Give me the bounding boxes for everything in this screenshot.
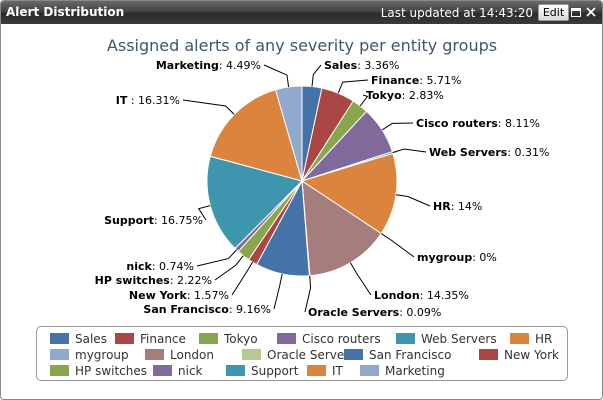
connector-web-servers <box>392 148 427 154</box>
connector-nick <box>196 249 237 267</box>
data-label-it: IT : 16.31% <box>116 94 180 107</box>
legend-swatch <box>50 333 69 344</box>
legend-item-it[interactable]: IT <box>307 364 343 379</box>
legend-item-mygroup[interactable]: mygroup <box>50 348 129 363</box>
data-label-nick: nick: 0.74% <box>126 260 194 273</box>
connector-sales <box>311 64 322 87</box>
legend-swatch <box>153 365 172 376</box>
legend-swatch <box>396 333 415 344</box>
legend-label: Marketing <box>385 364 445 378</box>
legend-swatch <box>145 349 164 360</box>
data-label-san-francisco: San Francisco: 9.16% <box>143 303 271 316</box>
last-updated-text: Last updated at 14:43:20 <box>380 6 533 20</box>
connector-hr <box>395 194 431 207</box>
connector-new-york <box>231 261 254 296</box>
legend-swatch <box>242 349 261 360</box>
legend-item-hr[interactable]: HR <box>510 332 552 347</box>
legend-swatch <box>199 333 218 344</box>
data-label-mygroup: mygroup: 0% <box>417 251 497 264</box>
legend-label: HP switches <box>75 364 148 378</box>
data-label-cisco-routers: Cisco routers: 8.11% <box>416 117 540 130</box>
legend-item-london[interactable]: London <box>145 348 214 363</box>
legend-label: New York <box>504 348 559 362</box>
legend-swatch <box>50 365 69 376</box>
legend-item-sales[interactable]: Sales <box>50 332 107 347</box>
pie-slice-marketing[interactable] <box>274 85 303 182</box>
data-label-support: Support: 16.75% <box>104 214 203 227</box>
connector-it <box>182 99 235 115</box>
widget-titlebar[interactable]: Alert Distribution Last updated at 14:43… <box>1 1 602 24</box>
data-label-tokyo: Tokyo: 2.83% <box>366 89 444 102</box>
pie-slice-london[interactable] <box>301 180 382 277</box>
legend-swatch <box>360 365 379 376</box>
connector-marketing <box>263 64 290 87</box>
widget-title: Alert Distribution <box>6 5 125 19</box>
legend-item-web-servers[interactable]: Web Servers <box>396 332 497 347</box>
connector-support <box>197 205 211 221</box>
data-label-finance: Finance: 5.71% <box>371 74 462 87</box>
pie-slice-it[interactable] <box>209 89 303 182</box>
legend-label: London <box>170 348 214 362</box>
legend-label: Web Servers <box>421 332 497 346</box>
legend-label: Finance <box>140 332 186 346</box>
connector-mygroup <box>380 233 415 258</box>
legend-swatch <box>307 365 326 376</box>
legend-label: HR <box>535 332 553 346</box>
legend-swatch <box>277 333 296 344</box>
legend-item-new-york[interactable]: New York <box>479 348 559 363</box>
pie-chart: Assigned alerts of any severity per enti… <box>95 36 550 319</box>
pie-slice-support[interactable] <box>206 155 303 250</box>
connector-london <box>349 262 372 296</box>
legend-item-cisco-routers[interactable]: Cisco routers <box>277 332 381 347</box>
legend-item-nick[interactable]: nick <box>153 364 203 379</box>
legend-label: nick <box>178 364 203 378</box>
data-label-hr: HR: 14% <box>433 200 482 213</box>
connector-hp-switches <box>214 255 244 281</box>
data-label-marketing: Marketing: 4.49% <box>156 59 261 72</box>
legend-item-support[interactable]: Support <box>226 364 298 379</box>
data-label-sales: Sales: 3.36% <box>324 59 399 72</box>
chart-legend: Sales Finance Tokyo Cisco routers Web Server… <box>36 326 568 381</box>
legend-swatch <box>226 365 245 376</box>
legend-label: IT <box>332 364 343 378</box>
pie-slice-hr[interactable] <box>300 152 398 235</box>
connector-cisco-routers <box>381 122 414 131</box>
legend-swatch <box>510 333 529 344</box>
legend-label: Cisco routers <box>302 332 381 346</box>
legend-item-tokyo[interactable]: Tokyo <box>199 332 258 347</box>
chart-title: Assigned alerts of any severity per enti… <box>107 36 497 55</box>
data-label-oracle-servers: Oracle Servers: 0.09% <box>308 306 441 319</box>
legend-swatch <box>50 349 69 360</box>
legend-swatch <box>115 333 134 344</box>
connector-oracle-servers <box>304 275 312 313</box>
connector-tokyo <box>359 94 369 107</box>
data-label-london: London: 14.35% <box>374 289 469 302</box>
legend-item-oracle-servers[interactable]: Oracle Servers <box>242 348 355 363</box>
legend-item-san-francisco[interactable]: San Francisco <box>344 348 451 363</box>
legend-label: Sales <box>75 332 107 346</box>
legend-label: Support <box>251 364 299 378</box>
legend-item-hp-switches[interactable]: HP switches <box>50 364 147 379</box>
legend-label: Oracle Servers <box>267 348 356 362</box>
legend-label: San Francisco <box>369 348 452 362</box>
data-label-new-york: New York: 1.57% <box>129 289 229 302</box>
maximize-icon[interactable] <box>571 8 581 17</box>
legend-item-finance[interactable]: Finance <box>115 332 186 347</box>
data-label-web-servers: Web Servers: 0.31% <box>429 146 549 159</box>
connector-finance <box>337 79 369 94</box>
connector-san-francisco <box>273 273 283 310</box>
legend-label: mygroup <box>75 348 129 362</box>
legend-item-marketing[interactable]: Marketing <box>360 364 445 379</box>
data-label-hp-switches: HP switches: 2.22% <box>95 274 212 287</box>
close-icon[interactable] <box>586 7 596 17</box>
legend-swatch <box>344 349 363 360</box>
legend-label: Tokyo <box>224 332 258 346</box>
legend-swatch <box>479 349 498 360</box>
edit-button[interactable]: Edit <box>538 4 569 21</box>
